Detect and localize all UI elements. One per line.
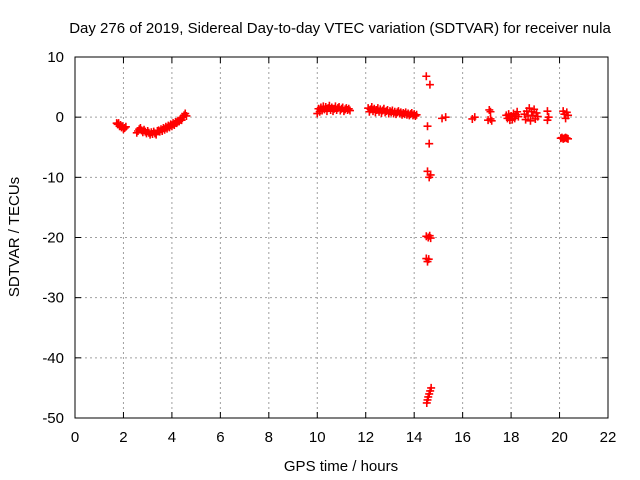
x-tick-label: 0 xyxy=(71,429,79,446)
data-point xyxy=(441,113,450,122)
data-point xyxy=(121,122,130,131)
x-tick-label: 18 xyxy=(503,429,520,446)
data-points xyxy=(112,72,573,407)
y-tick-label: -40 xyxy=(42,350,64,367)
x-tick-label: 16 xyxy=(454,429,471,446)
x-tick-label: 8 xyxy=(265,429,273,446)
chart-title: Day 276 of 2019, Sidereal Day-to-day VTE… xyxy=(69,20,611,37)
x-tick-label: 20 xyxy=(551,429,568,446)
data-point xyxy=(514,112,523,121)
data-point xyxy=(533,112,542,121)
x-tick-label: 6 xyxy=(216,429,224,446)
data-point xyxy=(486,114,495,123)
data-point xyxy=(344,104,353,113)
x-tick-labels: 0 2 4 6 8 10 12 14 16 18 20 22 xyxy=(71,429,617,446)
y-tick-label: 0 xyxy=(56,109,64,126)
data-point xyxy=(426,234,435,243)
data-point xyxy=(470,113,479,122)
data-point xyxy=(424,255,433,264)
data-point xyxy=(411,111,420,120)
data-point xyxy=(526,116,535,125)
y-tick-label: -10 xyxy=(42,169,64,186)
data-point xyxy=(423,122,432,131)
x-tick-label: 22 xyxy=(600,429,617,446)
data-point xyxy=(425,80,434,89)
data-point xyxy=(510,114,519,123)
data-point xyxy=(345,106,354,115)
data-point xyxy=(486,107,495,116)
y-tick-label: -50 xyxy=(42,410,64,427)
plot-frame xyxy=(74,56,609,419)
y-tick-label: -30 xyxy=(42,290,64,307)
y-tick-label: 10 xyxy=(47,49,64,66)
x-tick-label: 10 xyxy=(309,429,326,446)
data-point xyxy=(412,110,421,119)
y-axis-label: SDTVAR / TECUs xyxy=(6,177,23,297)
x-tick-label: 14 xyxy=(406,429,423,446)
data-point xyxy=(564,111,573,120)
data-point xyxy=(425,139,434,148)
data-point xyxy=(564,134,573,143)
data-point xyxy=(532,108,541,117)
data-point xyxy=(543,116,552,125)
y-tick-labels: 10 0 -10 -20 -30 -40 -50 xyxy=(42,49,64,427)
data-point xyxy=(513,107,522,116)
data-point xyxy=(485,105,494,114)
data-point xyxy=(438,114,447,123)
x-tick-label: 2 xyxy=(119,429,127,446)
x-tick-label: 4 xyxy=(168,429,176,446)
data-point xyxy=(422,72,431,81)
x-tick-label: 12 xyxy=(357,429,374,446)
x-axis-label: GPS time / hours xyxy=(284,458,398,475)
data-point xyxy=(120,123,129,132)
data-point xyxy=(427,383,436,392)
data-point xyxy=(182,111,191,120)
y-tick-label: -20 xyxy=(42,230,64,247)
data-point xyxy=(426,170,435,179)
data-point xyxy=(543,107,552,116)
grid xyxy=(75,57,608,418)
data-point xyxy=(487,116,496,125)
